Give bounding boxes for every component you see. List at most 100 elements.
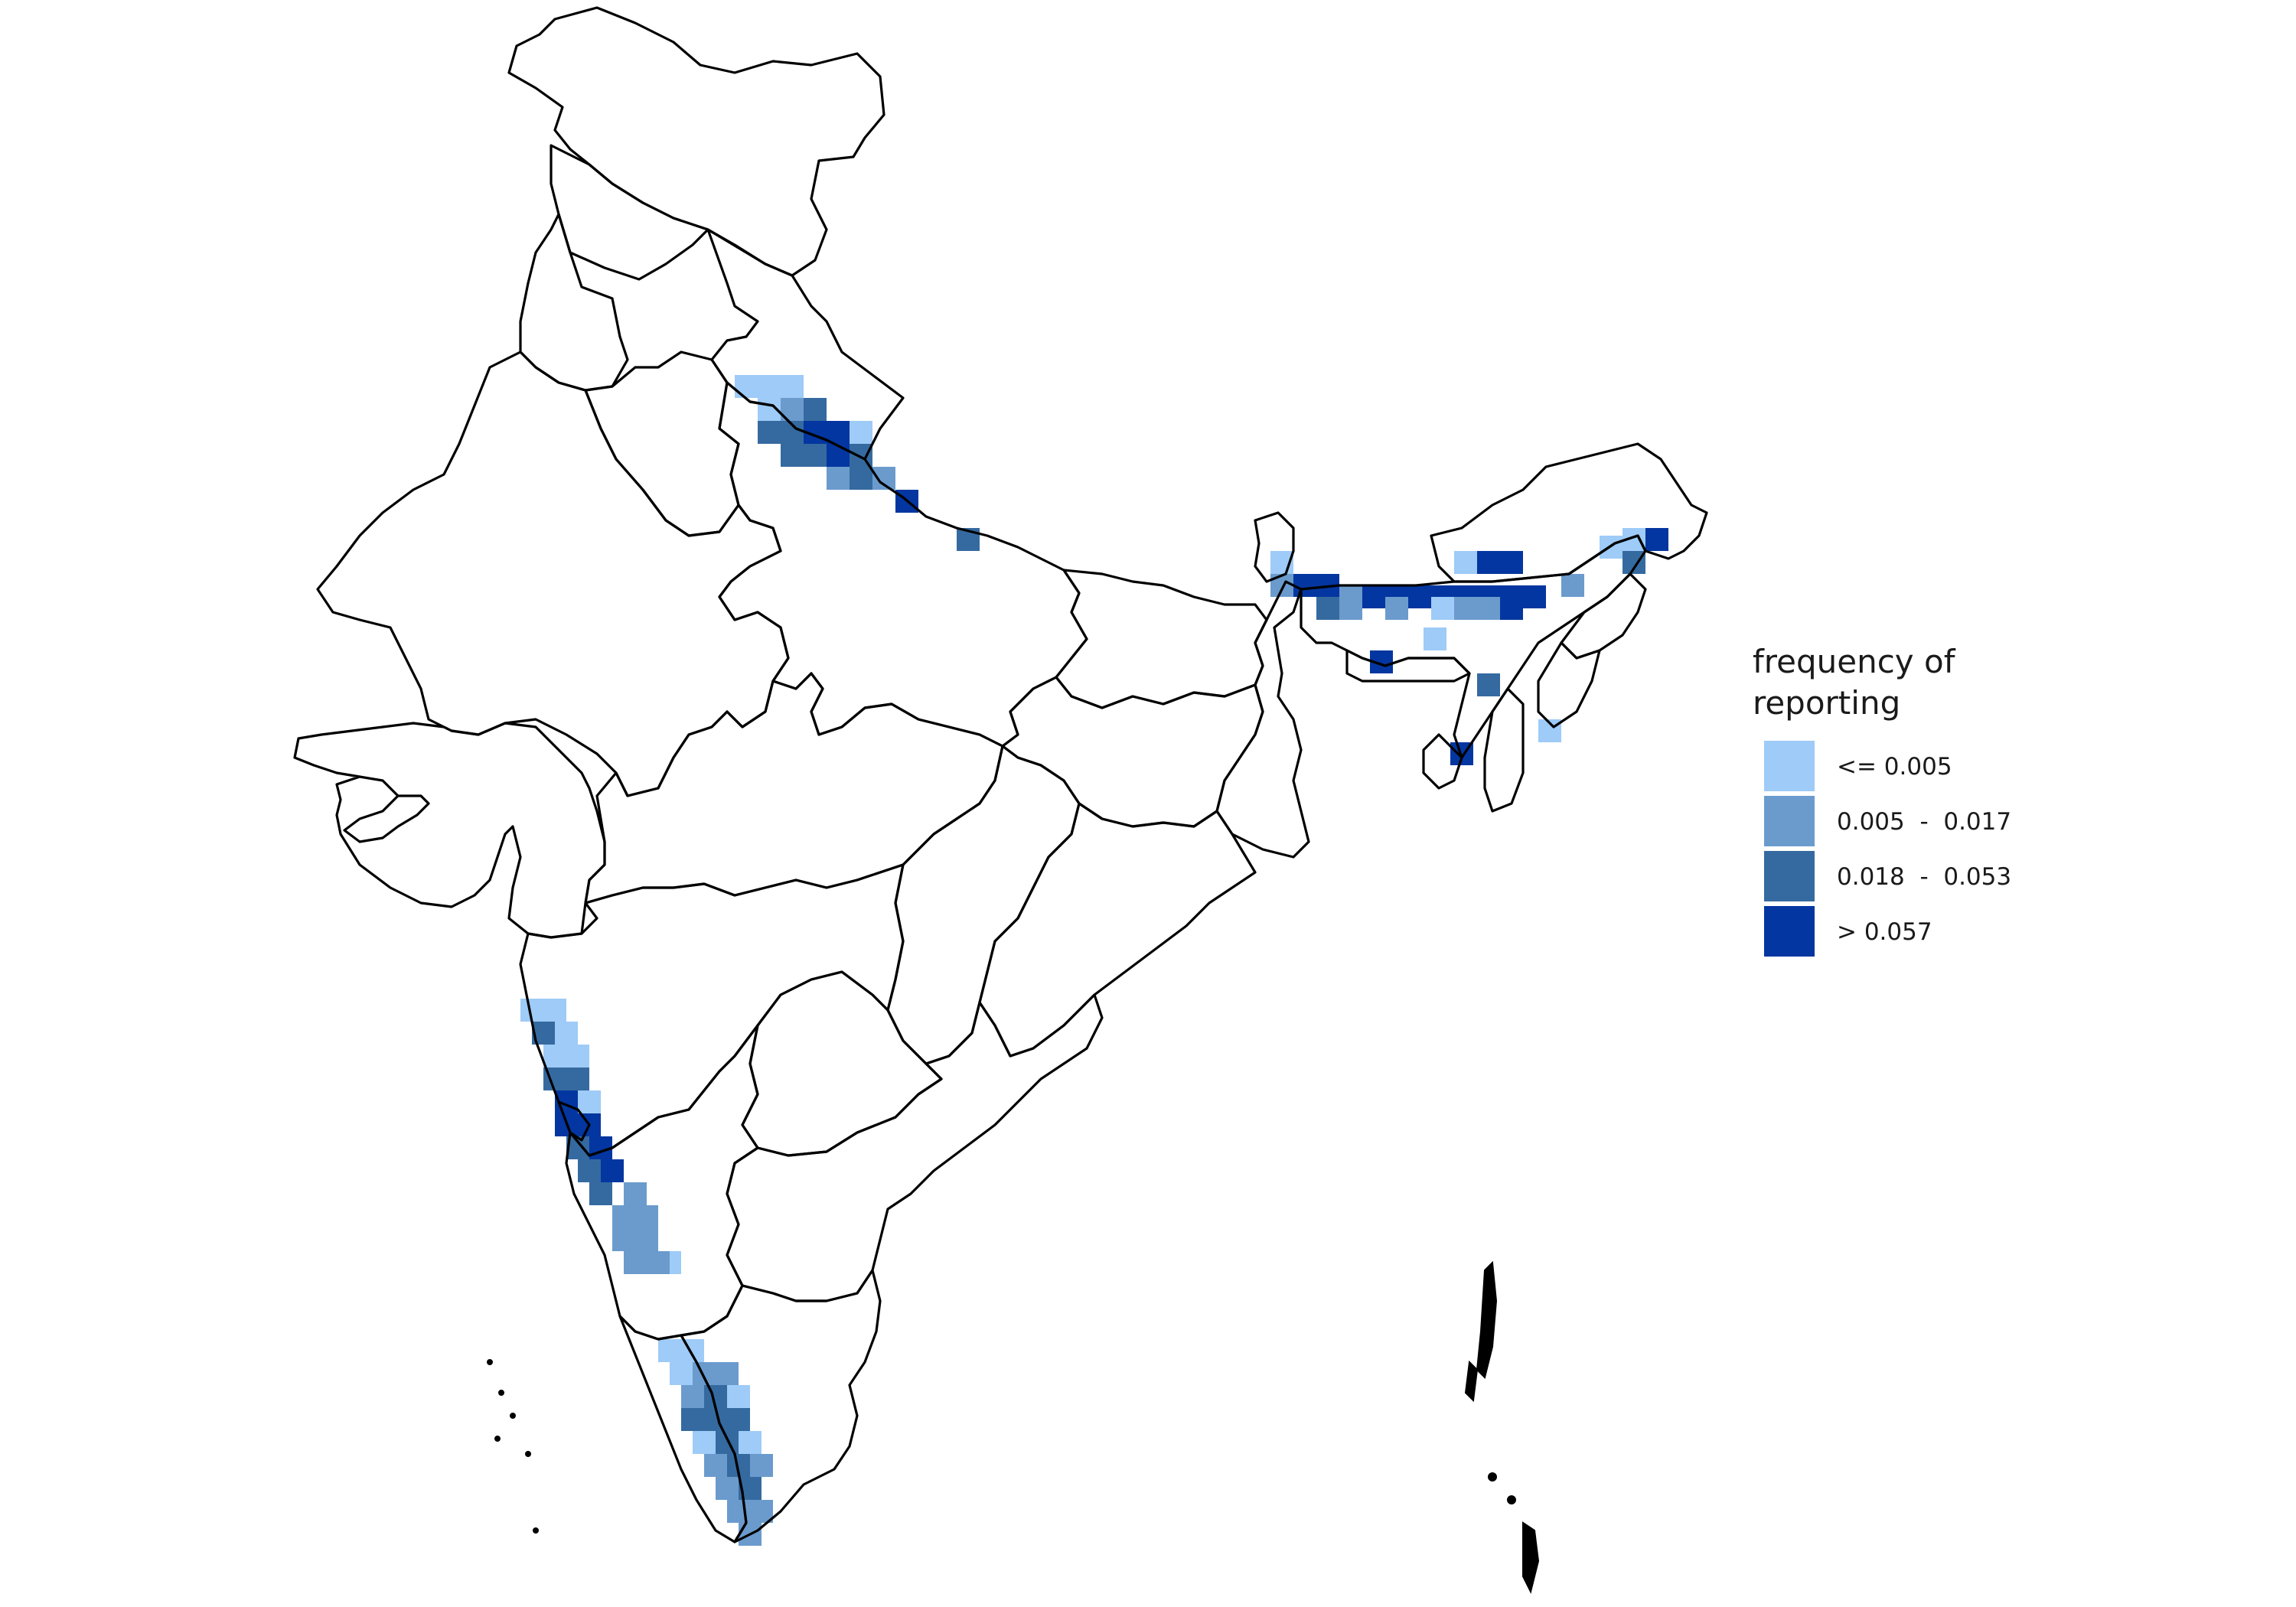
grid-cell: [543, 999, 566, 1022]
grid-cell: [804, 398, 827, 421]
legend-swatch: [1764, 741, 1815, 791]
state-boundary-odisha: [978, 802, 1257, 1058]
grid-cell: [1477, 673, 1500, 696]
grid-cell: [1500, 597, 1523, 620]
grid-cell: [566, 1068, 589, 1090]
legend-label: 0.018 - 0.053: [1837, 863, 2012, 891]
state-boundary-nagaland: [1560, 572, 1647, 660]
grid-cell: [739, 1431, 762, 1454]
state-boundary-karnataka: [565, 1024, 759, 1341]
grid-cell: [670, 1362, 693, 1385]
grid-cell: [750, 1500, 773, 1523]
state-boundary-andhra-pradesh: [726, 993, 1104, 1302]
state-boundary-gujarat: [293, 722, 606, 939]
grid-cell: [716, 1362, 739, 1385]
grid-cell: [804, 444, 827, 467]
state-boundary-meghalaya: [1345, 649, 1471, 683]
grid-cell: [1424, 627, 1446, 650]
grid-cell: [1454, 551, 1477, 574]
legend-title-line-2: reporting: [1753, 684, 1901, 722]
andaman-island-2: [1464, 1360, 1479, 1403]
lakshadweep-island-3: [510, 1413, 516, 1419]
grid-cell: [693, 1431, 716, 1454]
legend-row: <= 0.005: [1753, 741, 2181, 796]
grid-cell: [635, 1228, 658, 1251]
grid-cell: [1316, 597, 1339, 620]
grid-cell: [1523, 585, 1546, 608]
lakshadweep-island-1: [487, 1359, 493, 1365]
grid-cell: [1408, 585, 1431, 608]
grid-cell: [647, 1251, 670, 1274]
legend-label: 0.005 - 0.017: [1837, 808, 2012, 836]
grid-cell: [681, 1385, 704, 1408]
grid-cell: [827, 444, 850, 467]
grid-cell: [750, 1454, 773, 1477]
grid-cell: [1362, 585, 1385, 608]
grid-cell: [727, 1385, 750, 1408]
state-boundary-madhya-pradesh: [584, 672, 1004, 905]
grid-cell: [1645, 528, 1668, 551]
nicobar-island-3: [1507, 1495, 1516, 1504]
grid-cell: [624, 1182, 647, 1205]
grid-cell: [827, 467, 850, 490]
grid-cell: [850, 467, 872, 490]
state-boundary-jammu-kashmir: [507, 6, 885, 277]
grid-cell: [1477, 597, 1500, 620]
grid-cell: [872, 467, 895, 490]
grid-cell: [578, 1159, 601, 1182]
legend-row: 0.005 - 0.017: [1753, 796, 2181, 851]
lakshadweep-island-5: [525, 1451, 531, 1457]
grid-cell: [716, 1477, 739, 1500]
state-boundary-arunachal: [1430, 442, 1708, 583]
nicobar-island-2: [1488, 1472, 1497, 1482]
state-boundary-telangana: [741, 970, 943, 1157]
lakshadweep-island-2: [498, 1390, 504, 1396]
legend-label: > 0.057: [1837, 918, 1932, 946]
nicobar-islands: [1522, 1521, 1540, 1594]
lakshadweep-island-4: [494, 1436, 501, 1442]
state-boundary-tamil-nadu: [680, 1269, 882, 1543]
grid-cell: [716, 1431, 739, 1454]
grid-cell: [578, 1090, 601, 1113]
grid-cell: [1477, 551, 1500, 574]
state-boundary-rajasthan: [316, 350, 790, 797]
grid-cell: [612, 1205, 635, 1228]
legend-title: frequency of reporting: [1753, 641, 2181, 724]
grid-cell: [850, 421, 872, 444]
legend-swatch: [1764, 796, 1815, 846]
grid-cell: [681, 1408, 704, 1431]
grid-cell: [589, 1182, 612, 1205]
andaman-islands: [1476, 1260, 1498, 1379]
state-boundary-west-bengal: [1215, 580, 1310, 859]
state-boundary-punjab: [519, 213, 629, 392]
grid-cell: [612, 1228, 635, 1251]
legend-swatch: [1764, 851, 1815, 901]
legend-title-line-1: frequency of: [1753, 643, 1955, 680]
state-boundary-bihar: [1055, 569, 1268, 709]
grid-cell: [758, 421, 781, 444]
grid-cell: [704, 1454, 727, 1477]
grid-cell: [601, 1159, 624, 1182]
grid-cell: [1339, 597, 1362, 620]
grid-cell: [624, 1251, 647, 1274]
state-boundary-sikkim: [1254, 511, 1295, 583]
grid-cell: [1500, 551, 1523, 574]
grid-cell: [1431, 597, 1454, 620]
legend-label: <= 0.005: [1837, 753, 1952, 781]
grid-cell: [1293, 574, 1316, 597]
state-boundary-manipur: [1537, 641, 1601, 729]
state-boundary-jharkhand: [1001, 676, 1264, 828]
state-boundary-himachal: [550, 144, 709, 281]
lakshadweep-island-6: [533, 1527, 539, 1534]
grid-cell: [781, 375, 804, 398]
legend-swatch: [1764, 906, 1815, 957]
frequency-grid: [520, 375, 1668, 1546]
grid-cell: [827, 421, 850, 444]
grid-cell: [543, 1045, 566, 1068]
grid-cell: [758, 375, 781, 398]
legend-row: 0.018 - 0.053: [1753, 851, 2181, 906]
state-boundary-goa: [557, 1100, 591, 1142]
grid-cell: [1454, 597, 1477, 620]
